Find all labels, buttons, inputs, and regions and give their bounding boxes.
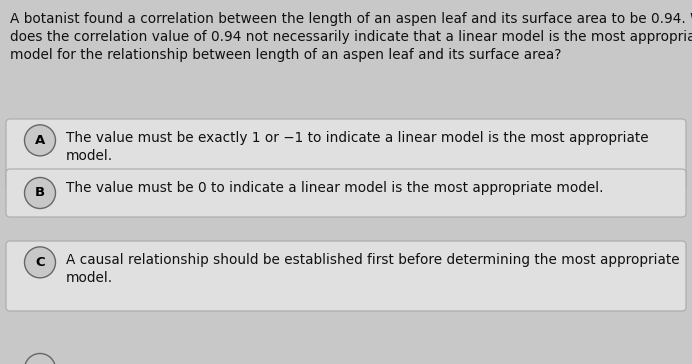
Circle shape bbox=[24, 178, 55, 209]
Circle shape bbox=[24, 125, 55, 156]
Text: A causal relationship should be established first before determining the most ap: A causal relationship should be establis… bbox=[66, 253, 680, 285]
FancyBboxPatch shape bbox=[6, 241, 686, 311]
FancyBboxPatch shape bbox=[6, 169, 686, 217]
Text: A: A bbox=[35, 134, 45, 147]
Text: B: B bbox=[35, 186, 45, 199]
Circle shape bbox=[24, 353, 55, 364]
Text: A botanist found a correlation between the length of an aspen leaf and its surfa: A botanist found a correlation between t… bbox=[10, 12, 692, 62]
FancyBboxPatch shape bbox=[6, 119, 686, 189]
Text: The value must be exactly 1 or −1 to indicate a linear model is the most appropr: The value must be exactly 1 or −1 to ind… bbox=[66, 131, 648, 163]
Text: The value must be 0 to indicate a linear model is the most appropriate model.: The value must be 0 to indicate a linear… bbox=[66, 181, 603, 195]
Circle shape bbox=[24, 247, 55, 278]
Text: C: C bbox=[35, 256, 45, 269]
